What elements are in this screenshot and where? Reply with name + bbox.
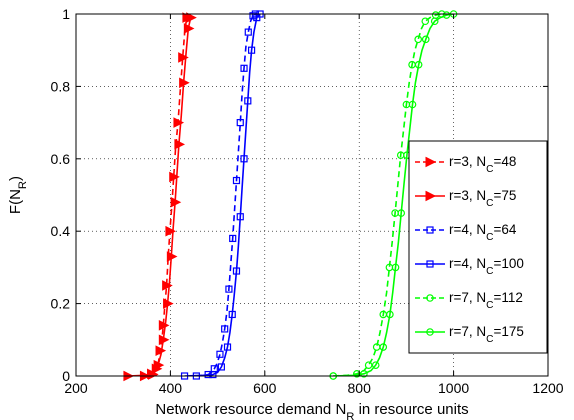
- series-2-point: [186, 12, 197, 23]
- series-1-point: [162, 280, 173, 291]
- series-5-point: [414, 35, 423, 44]
- series-1-point: [169, 171, 180, 183]
- series-4-point: [223, 343, 232, 351]
- series-6-point: [408, 100, 417, 109]
- series-3-point: [229, 234, 237, 243]
- series-6-point: [397, 209, 406, 217]
- legend-marker-1: [425, 156, 437, 168]
- series-4-point: [232, 267, 241, 275]
- series-4-point: [244, 97, 252, 105]
- series-3-point: [221, 325, 229, 333]
- series-3-point: [249, 12, 257, 20]
- series-3-point: [225, 285, 233, 293]
- series-3-point: [232, 176, 241, 185]
- legend-marker-6: [426, 328, 434, 336]
- series-4-point: [228, 310, 236, 319]
- series-1-point: [165, 225, 177, 237]
- series-6-point: [391, 263, 400, 272]
- y-tick-label: 0.2: [51, 296, 71, 312]
- series-2-point: [166, 251, 178, 262]
- series-3-point: [216, 350, 224, 358]
- x-tick-label: 800: [348, 380, 372, 396]
- legend-label-3: r=4, NC=64: [449, 222, 517, 243]
- x-axis-label: Network resource demand NR in resource u…: [155, 401, 468, 420]
- axis-ticks: 200 400 600 800 1000 1200 0 0.2 0.4 0.6 0.8 1: [51, 6, 564, 396]
- x-tick-label: 400: [159, 380, 183, 396]
- legend-marker-5: [426, 294, 434, 302]
- series-line-3: [196, 14, 256, 376]
- legend-label-1: r=3, NC=48: [449, 154, 516, 175]
- series-2-point: [158, 334, 170, 346]
- y-tick-label: 0.6: [51, 151, 71, 167]
- series-4-point: [209, 370, 217, 379]
- series-4-point: [217, 363, 225, 371]
- series-2-point: [163, 298, 174, 309]
- series-6-point: [430, 17, 439, 26]
- series-6-point: [386, 310, 394, 319]
- y-tick-label: 0.8: [51, 78, 71, 94]
- legend-marker-3: [426, 226, 434, 234]
- series-3-point: [204, 370, 212, 379]
- series-6-point: [442, 11, 451, 19]
- series-5-point: [353, 370, 361, 378]
- x-tick-label: 600: [253, 380, 277, 396]
- series-1-point: [158, 320, 170, 331]
- series-6-point: [379, 343, 388, 351]
- series-3-point: [236, 118, 244, 127]
- y-tick-label: 1: [62, 6, 70, 22]
- series-1-point: [178, 52, 189, 63]
- legend-box: [408, 140, 548, 354]
- series-5-point: [364, 361, 373, 369]
- series-1-point: [173, 117, 185, 128]
- plot-frame: [75, 13, 549, 377]
- series-3-point: [240, 64, 248, 72]
- series-4-point: [247, 46, 256, 54]
- series-4-point: [240, 155, 248, 163]
- x-tick-label: 1000: [438, 380, 469, 396]
- series-2-point: [174, 139, 186, 150]
- legend-label-6: r=7, NC=175: [449, 324, 524, 345]
- series-6-point: [414, 60, 423, 69]
- series-5-point: [421, 17, 430, 26]
- y-tick-label: 0.4: [51, 223, 71, 239]
- series-2-point: [170, 196, 182, 208]
- series-2-point: [183, 23, 195, 34]
- series-6-point: [421, 35, 430, 44]
- y-tick-label: 0: [62, 368, 70, 384]
- legend-label-5: r=7, NC=112: [449, 290, 523, 311]
- x-tick-label: 1200: [532, 380, 563, 396]
- legend-label-4: r=4, NC=100: [449, 256, 524, 277]
- legend-marker-2: [425, 190, 437, 202]
- series-6-point: [360, 370, 368, 378]
- legend-label-2: r=3, NC=75: [449, 188, 516, 209]
- legend-marker-4: [426, 260, 434, 268]
- legend: r=3, NC=48 r=3, NC=75 r=4, NC=64 r=4, NC=10…: [408, 140, 548, 354]
- series-line-5: [333, 14, 442, 376]
- series-2-point: [153, 359, 165, 371]
- series-line-6: [333, 14, 454, 376]
- x-tick-label: 200: [64, 380, 88, 396]
- series-3-point: [244, 28, 252, 36]
- series-6-point: [371, 361, 380, 369]
- series-1-point: [155, 345, 167, 356]
- y-axis-label: F(NR): [7, 176, 29, 214]
- series-2-point: [179, 77, 190, 89]
- series-4-point: [236, 213, 244, 221]
